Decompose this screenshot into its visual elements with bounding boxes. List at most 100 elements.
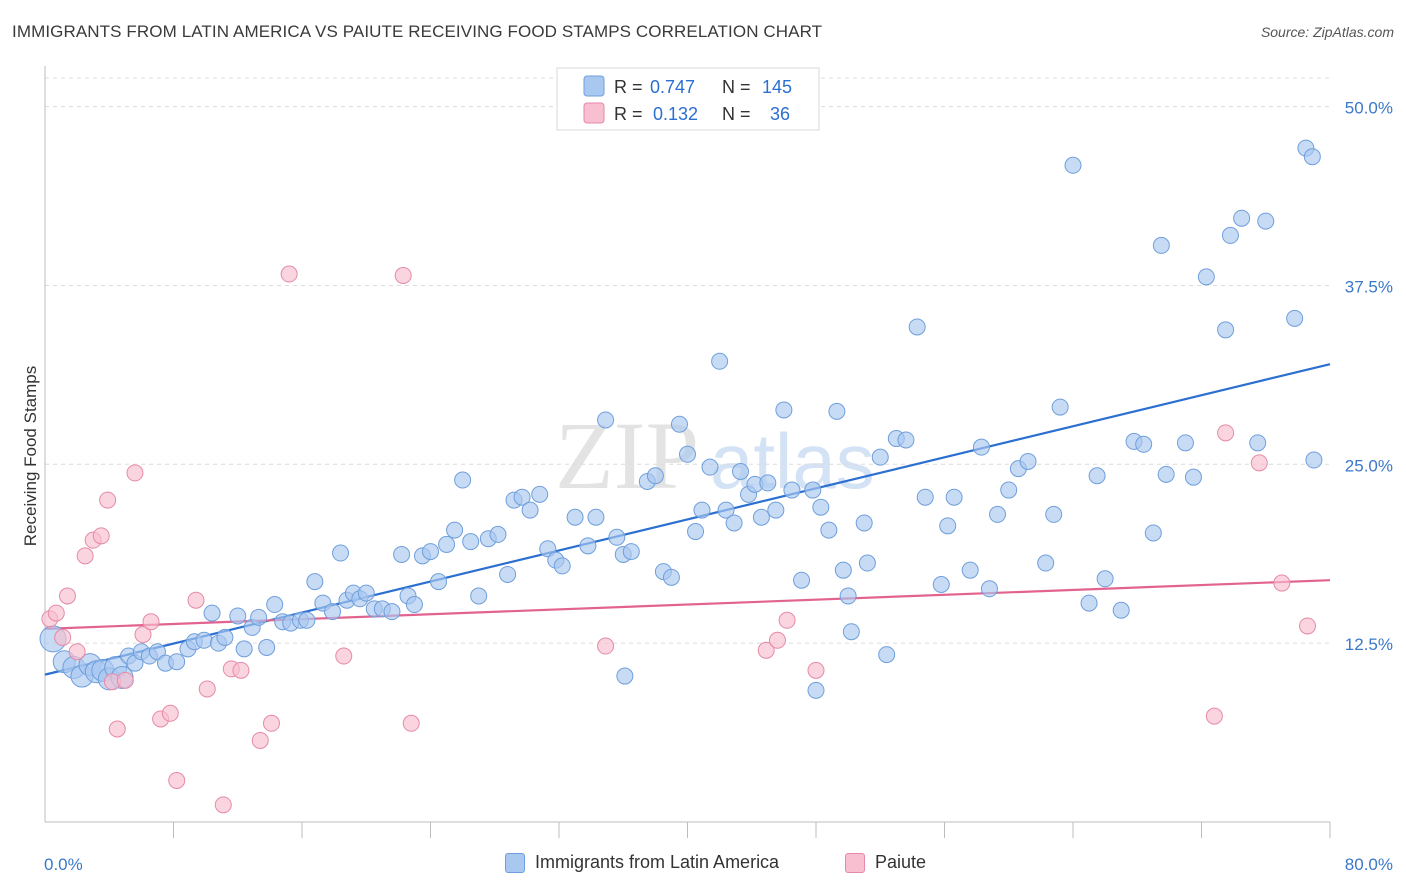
latin-america-point bbox=[908, 318, 926, 336]
latin-america-point bbox=[608, 528, 626, 546]
latin-america-point bbox=[842, 623, 860, 641]
latin-america-point bbox=[462, 533, 480, 551]
latin-america-point bbox=[1135, 435, 1153, 453]
latin-america-point bbox=[1051, 398, 1069, 416]
y-axis-label: Receiving Food Stamps bbox=[21, 366, 40, 546]
latin-america-point bbox=[945, 488, 963, 506]
latin-america-point bbox=[1000, 481, 1018, 499]
latin-america-point bbox=[1221, 226, 1239, 244]
latin-america-point bbox=[989, 505, 1007, 523]
legend-n-label-2: N = bbox=[722, 104, 751, 124]
latin-america-point bbox=[438, 535, 456, 553]
paiute-point bbox=[1205, 707, 1223, 725]
latin-america-point bbox=[828, 402, 846, 420]
legend-swatch-blue bbox=[583, 75, 605, 97]
paiute-point bbox=[108, 720, 126, 738]
y-tick-label: 37.5% bbox=[1345, 277, 1393, 296]
latin-america-point bbox=[446, 521, 464, 539]
latin-america-point bbox=[783, 481, 801, 499]
latin-america-point bbox=[1045, 505, 1063, 523]
latin-america-point bbox=[1144, 524, 1162, 542]
paiute-point bbox=[134, 626, 152, 644]
paiute-point bbox=[757, 641, 775, 659]
latin-america-point bbox=[980, 580, 998, 598]
latin-america-point bbox=[616, 667, 634, 685]
y-tick-label: 50.0% bbox=[1345, 99, 1393, 118]
paiute-point bbox=[99, 491, 117, 509]
legend-swatch-paiute bbox=[845, 852, 865, 873]
latin-america-point bbox=[1112, 601, 1130, 619]
latin-america-point bbox=[717, 501, 735, 519]
latin-america-point bbox=[332, 544, 350, 562]
latin-america-point bbox=[939, 517, 957, 535]
paiute-point bbox=[47, 604, 65, 622]
axes bbox=[44, 66, 1331, 838]
paiute-point bbox=[807, 661, 825, 679]
latin-america-point bbox=[687, 523, 705, 541]
legend-label-latin-america: Immigrants from Latin America bbox=[535, 852, 780, 872]
legend-r-label-1: R = bbox=[614, 77, 643, 97]
latin-america-point bbox=[1080, 594, 1098, 612]
y-tick-label: 12.5% bbox=[1345, 635, 1393, 654]
legend-item-latin-america: Immigrants from Latin America bbox=[505, 852, 779, 873]
latin-america-point bbox=[298, 611, 316, 629]
latin-america-point bbox=[972, 438, 990, 456]
latin-america-point bbox=[553, 557, 571, 575]
latin-america-point bbox=[489, 525, 507, 543]
latin-america-point bbox=[513, 488, 531, 506]
latin-america-point bbox=[393, 545, 411, 563]
gridlines bbox=[45, 77, 1330, 644]
latin-america-point bbox=[258, 638, 276, 656]
latin-america-point bbox=[531, 485, 549, 503]
latin-america-point bbox=[1088, 467, 1106, 485]
latin-america-point bbox=[250, 608, 268, 626]
paiute-point bbox=[768, 631, 786, 649]
latin-america-point bbox=[1249, 434, 1267, 452]
latin-america-point bbox=[1019, 452, 1037, 470]
paiute-point bbox=[262, 714, 280, 732]
latin-america-point bbox=[1217, 321, 1235, 339]
paiute-point bbox=[1217, 424, 1235, 442]
legend-r-label-2: R = bbox=[614, 104, 643, 124]
latin-america-point bbox=[579, 537, 597, 555]
paiute-point bbox=[116, 671, 134, 689]
latin-america-point bbox=[1233, 209, 1251, 227]
latin-america-point bbox=[1305, 451, 1323, 469]
legend-swatch-latin-america bbox=[505, 852, 525, 873]
paiute-point bbox=[187, 591, 205, 609]
latin-america-point bbox=[693, 501, 711, 519]
latin-america-point bbox=[793, 571, 811, 589]
latin-america-point bbox=[470, 587, 488, 605]
latin-america-point bbox=[812, 498, 830, 516]
latin-america-point bbox=[266, 596, 284, 614]
legend-swatch-pink bbox=[583, 102, 605, 124]
paiute-point bbox=[597, 637, 615, 655]
latin-america-point bbox=[834, 561, 852, 579]
paiute-point bbox=[58, 587, 76, 605]
latin-america-point bbox=[1303, 148, 1321, 166]
paiute-point bbox=[214, 796, 232, 814]
latin-america-point bbox=[1152, 236, 1170, 254]
latin-america-point bbox=[168, 653, 186, 671]
latin-america-point bbox=[662, 568, 680, 586]
y-tick-label: 25.0% bbox=[1345, 456, 1393, 475]
legend-n-value-2: 36 bbox=[770, 104, 790, 124]
latin-america-point bbox=[203, 604, 221, 622]
x-tick-label-min: 0.0% bbox=[44, 855, 83, 874]
latin-america-point bbox=[1184, 468, 1202, 486]
latin-america-point bbox=[195, 631, 213, 649]
latin-america-point bbox=[759, 474, 777, 492]
legend-item-paiute: Paiute bbox=[845, 852, 926, 873]
latin-america-point bbox=[357, 584, 375, 602]
latin-america-point bbox=[732, 462, 750, 480]
latin-america-point bbox=[767, 501, 785, 519]
latin-america-point bbox=[839, 587, 857, 605]
latin-america-point bbox=[878, 646, 896, 664]
legend-r-value-2: 0.132 bbox=[653, 104, 698, 124]
latin-america-point bbox=[430, 573, 448, 591]
latin-america-point bbox=[897, 431, 915, 449]
latin-america-point bbox=[597, 411, 615, 429]
paiute-point bbox=[1250, 454, 1268, 472]
latin-america-point bbox=[858, 554, 876, 572]
